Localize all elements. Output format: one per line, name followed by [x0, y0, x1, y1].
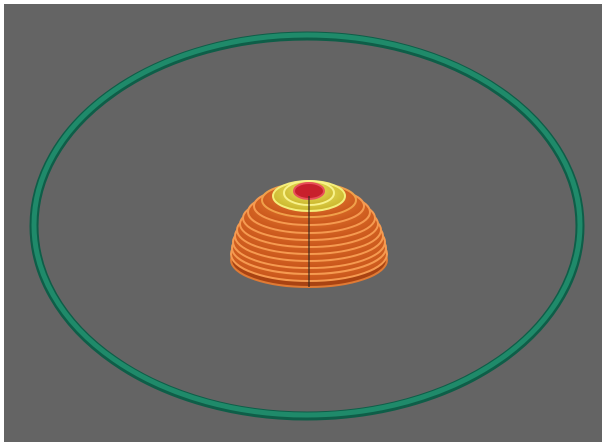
- skirt-loop: [31, 32, 583, 418]
